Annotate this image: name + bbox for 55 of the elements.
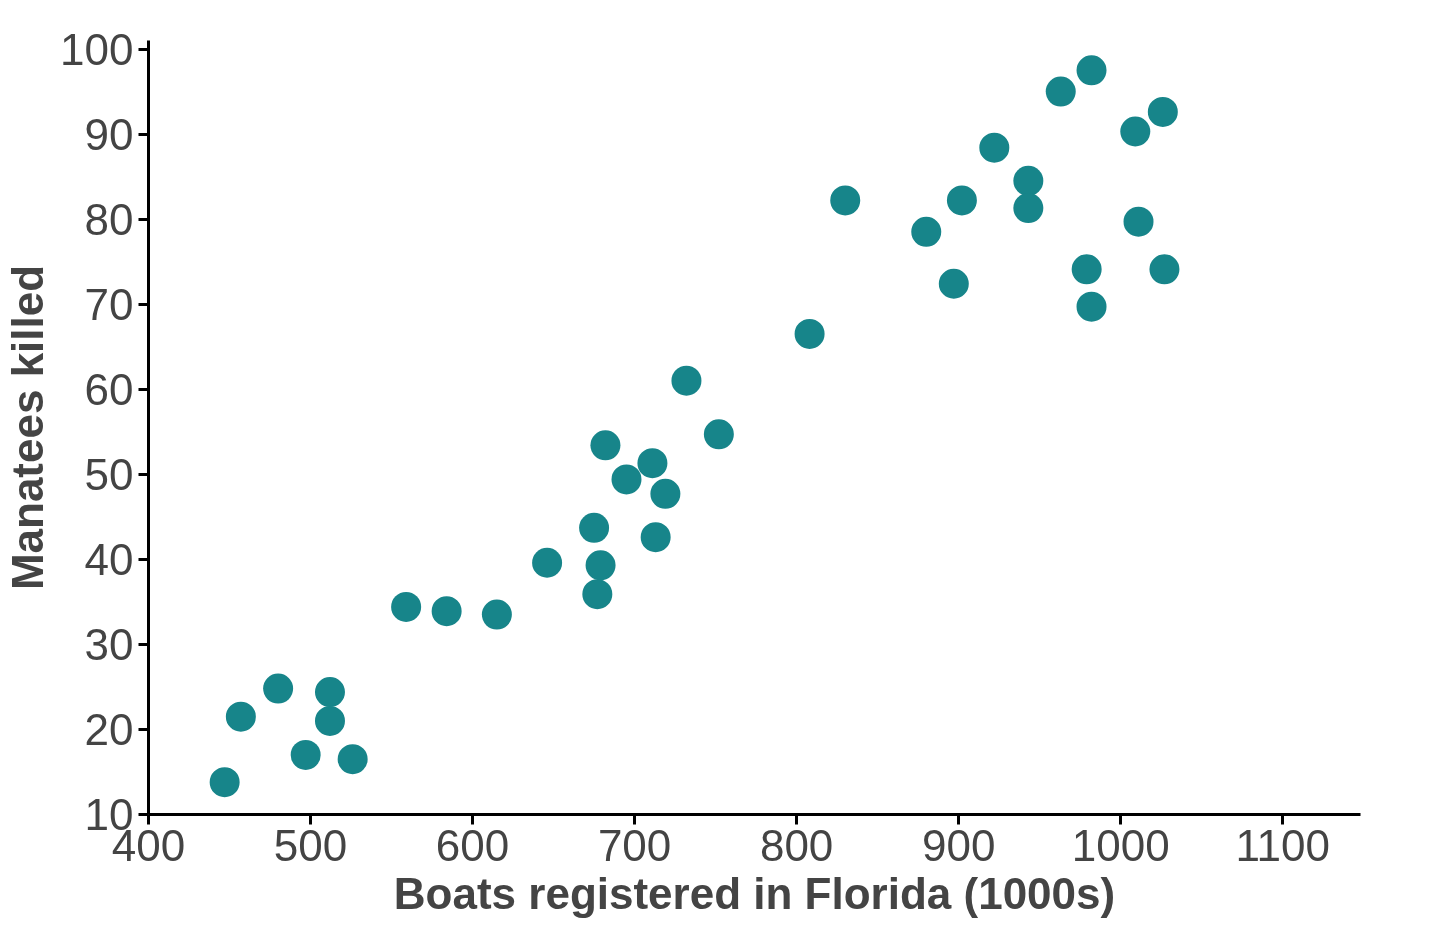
point — [1147, 96, 1178, 127]
y-tick-label: 70 — [84, 279, 134, 329]
point — [431, 596, 462, 627]
x-tick-label: 700 — [597, 820, 672, 870]
point — [590, 430, 621, 461]
x-tick-label: 800 — [759, 820, 834, 870]
y-tick-label: 60 — [84, 364, 134, 414]
point — [314, 677, 345, 707]
y-tick-label: 100 — [60, 24, 134, 74]
point — [794, 318, 825, 349]
x-tick-label: 1000 — [1071, 820, 1170, 870]
y-tick-label: 80 — [84, 194, 134, 244]
point — [225, 701, 256, 732]
point — [938, 268, 969, 299]
y-tick-label: 40 — [84, 534, 134, 584]
y-tick-label: 20 — [84, 704, 134, 754]
point — [1076, 291, 1107, 322]
x-tick-label: 500 — [273, 820, 348, 870]
x-tick-label: 600 — [435, 820, 510, 870]
point — [640, 522, 671, 553]
point — [1045, 76, 1076, 107]
point — [830, 185, 861, 216]
point — [532, 547, 563, 578]
x-tick-label: 900 — [921, 820, 996, 870]
point — [337, 744, 368, 775]
point — [1071, 254, 1102, 285]
y-axis-title: Manatees killed — [3, 264, 53, 591]
point — [391, 592, 422, 622]
point — [263, 673, 294, 704]
point — [290, 739, 321, 770]
point — [671, 365, 702, 396]
point — [1013, 165, 1044, 196]
point — [911, 216, 942, 247]
point — [1120, 116, 1151, 147]
point — [946, 185, 977, 216]
point — [1013, 193, 1044, 224]
point — [585, 550, 616, 581]
point — [582, 579, 613, 610]
y-tick-label: 90 — [84, 109, 134, 159]
y-tick-label: 30 — [84, 619, 134, 669]
x-tick-label: 1100 — [1235, 820, 1331, 870]
point — [1123, 206, 1154, 237]
point — [979, 132, 1010, 163]
point — [1076, 55, 1107, 86]
y-tick-label: 50 — [84, 449, 134, 499]
point — [637, 448, 668, 479]
point — [481, 599, 512, 630]
point — [703, 419, 734, 450]
point — [579, 512, 610, 543]
point — [1149, 254, 1180, 285]
x-axis-title: Boats registered in Florida (1000s) — [393, 868, 1116, 918]
point — [314, 705, 345, 736]
point — [650, 478, 681, 509]
point — [209, 767, 240, 798]
point — [611, 464, 642, 495]
